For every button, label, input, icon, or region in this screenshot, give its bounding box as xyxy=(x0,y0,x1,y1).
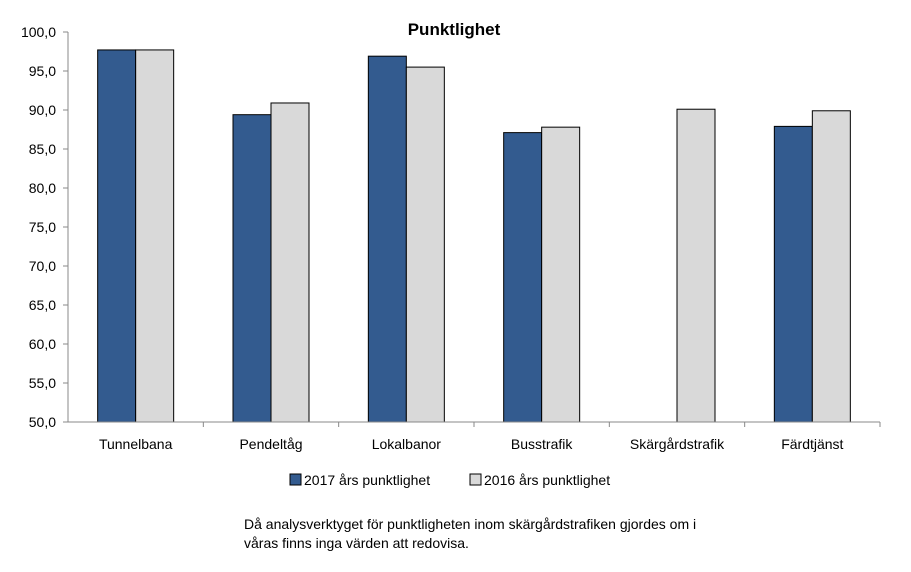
x-tick-label: Skärgårdstrafik xyxy=(630,436,725,452)
y-tick-label: 100,0 xyxy=(21,24,56,40)
bar-2016-busstrafik xyxy=(541,126,581,423)
bars xyxy=(97,49,851,423)
y-tick-labels: 50,0 55,0 60,0 65,0 70,0 75,0 80,0 85,0 90,0 95,0… xyxy=(21,24,56,430)
bar-2016-färdtjänst xyxy=(811,110,851,423)
axes xyxy=(63,31,881,427)
bar-2017-tunnelbana xyxy=(97,49,137,423)
footnote-line-2: våras finns inga värden att redovisa. xyxy=(244,535,469,551)
y-tick-label: 90,0 xyxy=(29,102,56,118)
legend-label-2016: 2016 års punktlighet xyxy=(484,472,610,488)
y-tick-label: 50,0 xyxy=(29,414,56,430)
y-tick-label: 80,0 xyxy=(29,180,56,196)
bar-2016-tunnelbana xyxy=(135,49,175,423)
x-tick-label: Pendeltåg xyxy=(239,436,302,452)
bar-2016-pendeltåg xyxy=(270,102,310,423)
footnote-line-1: Då analysverktyget för punktligheten ino… xyxy=(244,516,697,532)
legend: 2017 års punktlighet 2016 års punktlighet xyxy=(289,472,610,488)
x-tick-labels: Tunnelbana Pendeltåg Lokalbanor Busstrafik S… xyxy=(99,436,844,452)
chart-title: Punktlighet xyxy=(408,20,501,39)
x-tick-label: Färdtjänst xyxy=(781,436,843,452)
y-tick-label: 65,0 xyxy=(29,297,56,313)
x-tick-label: Busstrafik xyxy=(511,436,573,452)
bar-2017-pendeltåg xyxy=(232,114,272,423)
legend-swatch-2017 xyxy=(289,473,302,486)
x-tick-label: Tunnelbana xyxy=(99,436,173,452)
y-tick-label: 75,0 xyxy=(29,219,56,235)
bar-2017-lokalbanor xyxy=(367,55,407,423)
y-tick-label: 95,0 xyxy=(29,63,56,79)
bar-2017-busstrafik xyxy=(503,132,543,423)
x-tick-label: Lokalbanor xyxy=(372,436,442,452)
y-tick-label: 70,0 xyxy=(29,258,56,274)
y-tick-label: 55,0 xyxy=(29,375,56,391)
bar-2017-färdtjänst xyxy=(773,125,813,423)
bar-2016-lokalbanor xyxy=(405,66,445,423)
legend-swatch-2016 xyxy=(469,473,482,486)
y-tick-label: 85,0 xyxy=(29,141,56,157)
bar-2016-skärgårdstrafik xyxy=(676,108,716,423)
y-tick-label: 60,0 xyxy=(29,336,56,352)
legend-label-2017: 2017 års punktlighet xyxy=(304,472,430,488)
footnote: Då analysverktyget för punktligheten ino… xyxy=(244,515,764,553)
